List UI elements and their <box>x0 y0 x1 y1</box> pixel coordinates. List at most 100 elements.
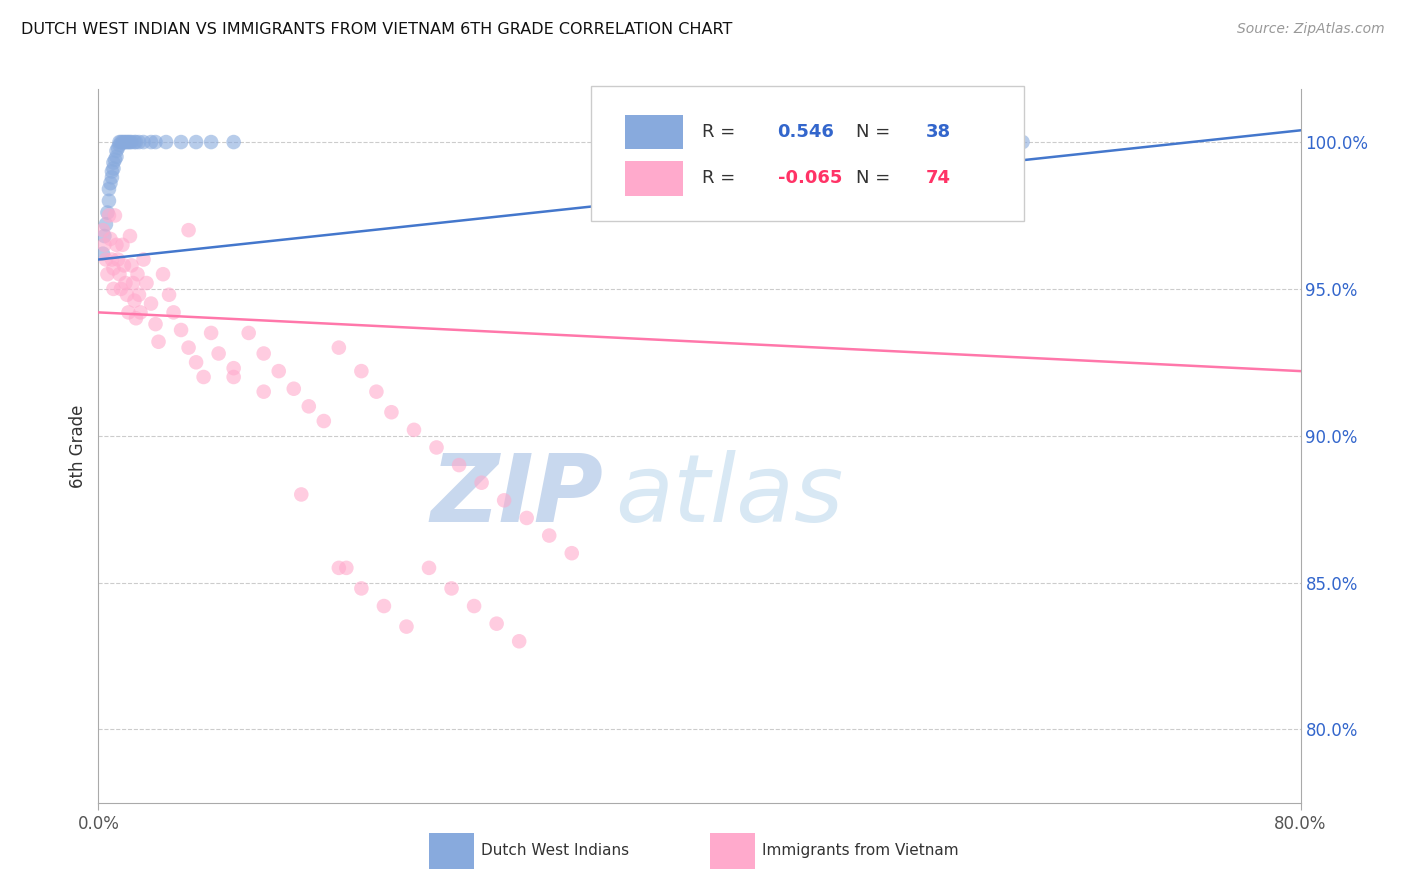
Point <box>494 493 516 508</box>
Point <box>114 135 136 149</box>
Point <box>103 155 125 169</box>
Point <box>107 141 129 155</box>
Point <box>117 305 139 319</box>
Point <box>105 150 128 164</box>
Point <box>184 135 207 149</box>
Point <box>108 135 131 149</box>
Point <box>440 582 463 596</box>
Point <box>905 135 928 149</box>
Point <box>184 355 207 369</box>
FancyBboxPatch shape <box>592 86 1024 221</box>
Point <box>121 259 143 273</box>
Point <box>121 135 143 149</box>
Point <box>101 252 124 267</box>
Point <box>125 311 148 326</box>
Point <box>101 164 124 178</box>
Point <box>373 599 395 613</box>
Point <box>170 323 193 337</box>
Point <box>177 223 200 237</box>
Point <box>125 135 148 149</box>
Point <box>145 135 167 149</box>
Point <box>253 384 276 399</box>
Point <box>117 135 139 149</box>
Point <box>108 138 131 153</box>
Point <box>115 135 138 149</box>
Point <box>114 276 136 290</box>
Point <box>170 135 193 149</box>
Point <box>91 246 114 260</box>
Point <box>100 176 122 190</box>
Point <box>124 135 146 149</box>
Point <box>127 267 149 281</box>
Point <box>91 223 114 237</box>
Text: DUTCH WEST INDIAN VS IMMIGRANTS FROM VIETNAM 6TH GRADE CORRELATION CHART: DUTCH WEST INDIAN VS IMMIGRANTS FROM VIE… <box>21 22 733 37</box>
Text: N =: N = <box>856 169 890 187</box>
Point <box>200 326 222 340</box>
Point <box>222 361 245 376</box>
Point <box>97 209 120 223</box>
Point <box>328 341 350 355</box>
Text: Dutch West Indians: Dutch West Indians <box>481 844 628 858</box>
Point <box>335 561 357 575</box>
Point <box>112 259 135 273</box>
Point <box>508 634 530 648</box>
Point <box>97 182 120 196</box>
Point <box>366 384 388 399</box>
Point <box>139 296 162 310</box>
Text: -0.065: -0.065 <box>778 169 842 187</box>
Point <box>200 135 222 149</box>
Point <box>425 441 447 455</box>
Point <box>101 170 124 185</box>
Point <box>103 261 125 276</box>
Point <box>94 217 117 231</box>
Text: atlas: atlas <box>616 450 844 541</box>
Point <box>124 293 146 308</box>
Point <box>108 267 131 281</box>
Point <box>328 561 350 575</box>
Point <box>104 209 127 223</box>
Point <box>267 364 290 378</box>
Point <box>115 287 138 301</box>
Point <box>112 135 135 149</box>
Point <box>122 276 145 290</box>
Point <box>395 619 418 633</box>
Point <box>103 282 125 296</box>
Point <box>538 528 561 542</box>
Point <box>516 511 538 525</box>
Point <box>447 458 470 472</box>
Bar <box>624 115 683 149</box>
Point <box>100 232 122 246</box>
Point <box>105 144 128 158</box>
Point <box>418 561 440 575</box>
Bar <box>624 161 683 195</box>
Point <box>238 326 260 340</box>
Text: Immigrants from Vietnam: Immigrants from Vietnam <box>762 844 959 858</box>
Point <box>128 135 150 149</box>
Point <box>139 135 162 149</box>
Text: 74: 74 <box>925 169 950 187</box>
Point <box>128 287 150 301</box>
Point <box>107 252 129 267</box>
Point <box>97 194 120 208</box>
Point <box>1011 135 1033 149</box>
Point <box>132 135 155 149</box>
Point <box>222 370 245 384</box>
Point <box>118 229 141 244</box>
Point <box>118 135 141 149</box>
Point <box>298 400 321 414</box>
Text: 0.546: 0.546 <box>778 123 835 141</box>
Point <box>208 346 231 360</box>
Text: 38: 38 <box>925 123 950 141</box>
Point <box>94 252 117 267</box>
Point <box>104 153 127 167</box>
Point <box>162 305 184 319</box>
Point <box>148 334 170 349</box>
Point <box>471 475 494 490</box>
Point <box>283 382 305 396</box>
Point <box>132 252 155 267</box>
Text: ZIP: ZIP <box>430 450 603 542</box>
Point <box>485 616 508 631</box>
Point <box>463 599 485 613</box>
Point <box>312 414 335 428</box>
Point <box>350 582 373 596</box>
